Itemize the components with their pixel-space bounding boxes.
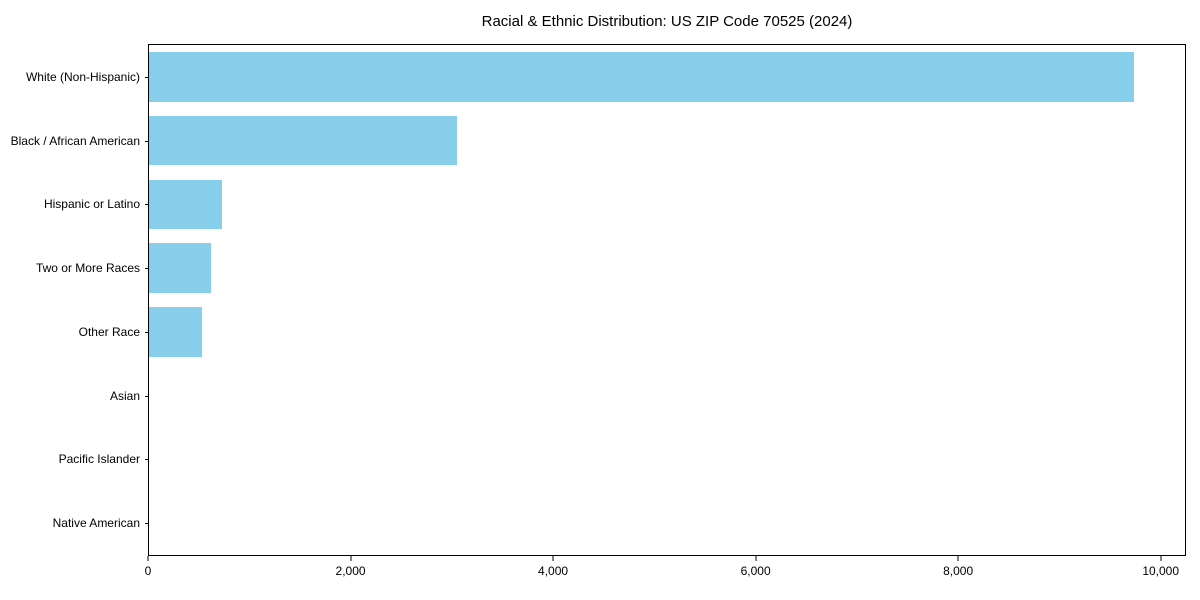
bar-row: Black / African American [11, 109, 1185, 173]
bar [149, 179, 222, 230]
y-axis-tick [145, 331, 149, 333]
x-axis-tick [755, 556, 757, 561]
y-axis-tick [145, 204, 149, 206]
y-axis-tick [145, 268, 149, 270]
bar-row: Hispanic or Latino [44, 173, 1185, 237]
bar-row: Two or More Races [36, 236, 1185, 300]
bar-row: White (Non-Hispanic) [26, 45, 1185, 109]
x-axis-tick [957, 556, 959, 561]
x-tick-label: 8,000 [943, 564, 974, 578]
y-axis-tick [145, 140, 149, 142]
bar-row: Pacific Islander [59, 428, 1185, 492]
y-tick-label: Asian [109, 388, 140, 403]
y-tick-label: Hispanic or Latino [43, 197, 140, 212]
y-tick-label: Native American [52, 516, 140, 531]
plot-area: White (Non-Hispanic) Black / African Amer… [11, 44, 1186, 556]
y-axis-tick [145, 395, 149, 397]
x-axis-tick [552, 556, 554, 561]
bar [149, 243, 211, 293]
bar-row: Native American [53, 491, 1185, 555]
x-axis: 0 2,000 4,000 6,000 8,000 10,000 [144, 555, 1186, 585]
x-tick-label: 0 [144, 564, 152, 578]
bar [149, 307, 202, 357]
x-tick-label: 6,000 [740, 564, 771, 578]
x-tick-label: 4,000 [538, 564, 569, 578]
y-tick-label: White (Non-Hispanic) [25, 69, 140, 84]
y-tick-label: Black / African American [10, 133, 140, 148]
y-axis-tick [145, 523, 149, 525]
bar [149, 115, 458, 166]
x-tick-label: 2,000 [335, 564, 366, 578]
chart-title: Racial & Ethnic Distribution: US ZIP Cod… [481, 13, 853, 30]
bar-row: Asian [110, 364, 1185, 428]
x-axis-tick [147, 556, 149, 561]
bar [149, 52, 1135, 102]
y-tick-label: Pacific Islander [58, 452, 140, 467]
y-tick-label: Two or More Races [35, 261, 140, 276]
x-tick-label: 10,000 [1142, 564, 1180, 578]
y-tick-label: Other Race [78, 324, 140, 339]
y-axis-tick [145, 76, 149, 78]
y-axis-tick [145, 459, 149, 461]
x-axis-tick [350, 556, 352, 561]
x-axis-tick [1160, 556, 1162, 561]
bar-row: Other Race [79, 300, 1185, 364]
